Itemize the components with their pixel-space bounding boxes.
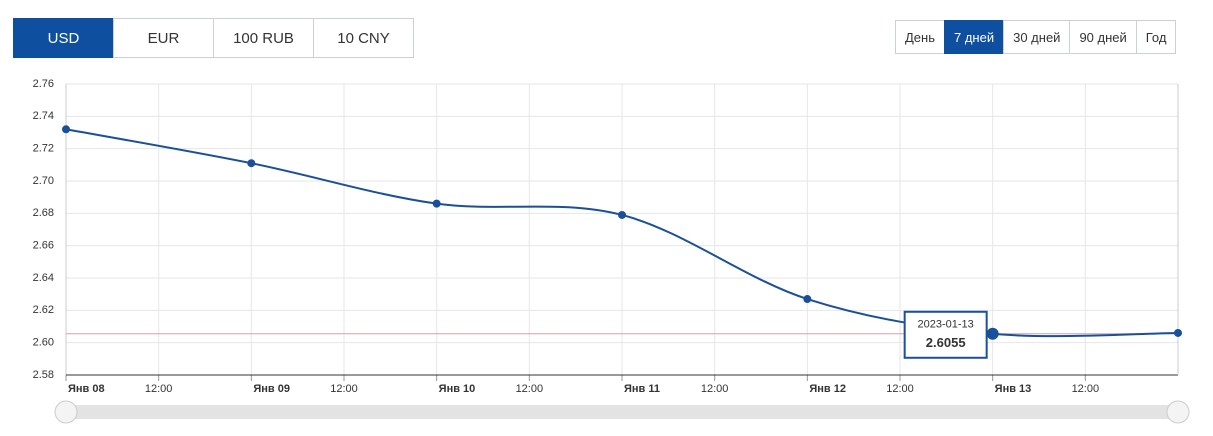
y-tick-label: 2.60	[33, 337, 54, 349]
navigator-handle[interactable]	[54, 400, 78, 424]
period-button[interactable]: 30 дней	[1003, 20, 1071, 54]
y-tick-label: 2.66	[33, 240, 54, 252]
x-tick-label: Янв 08	[68, 383, 105, 395]
tooltip-date: 2023-01-13	[918, 319, 974, 331]
x-tick-label: Янв 12	[809, 383, 846, 395]
y-tick-label: 2.70	[33, 175, 54, 187]
x-tick-label: 12:00	[701, 383, 729, 395]
navigator-track	[66, 405, 1178, 419]
currency-switch: USD EUR 100 RUB 10 CNY	[13, 18, 414, 58]
period-button[interactable]: 7 дней	[944, 20, 1005, 54]
y-tick-label: 2.68	[33, 207, 54, 219]
point	[432, 199, 441, 208]
currency-button[interactable]: 100 RUB	[213, 18, 314, 58]
x-tick-label: Янв 09	[253, 383, 290, 395]
point	[247, 159, 256, 168]
tooltip	[903, 310, 988, 359]
period-button[interactable]: День	[895, 20, 945, 54]
x-tick-label: Янв 10	[439, 383, 476, 395]
y-tick-label: 2.58	[33, 369, 54, 381]
point	[62, 125, 70, 134]
y-tick-label: 2.74	[33, 110, 54, 122]
x-tick-label: 12:00	[145, 383, 173, 395]
currency-button[interactable]: USD	[13, 18, 114, 58]
y-tick-label: 2.62	[33, 304, 54, 316]
x-tick-label: 12:00	[1072, 383, 1100, 395]
navigator-handle[interactable]	[1166, 400, 1190, 424]
y-tick-label: 2.72	[33, 143, 54, 155]
point	[986, 327, 999, 340]
x-tick-label: 12:00	[516, 383, 544, 395]
period-button[interactable]: Год	[1135, 20, 1177, 54]
x-tick-label: 12:00	[330, 383, 358, 395]
x-tick-label: Янв 11	[624, 383, 660, 395]
x-tick-label: Янв 13	[995, 383, 1032, 395]
period-switch: День 7 дней 30 дней 90 дней Год	[895, 20, 1177, 54]
tooltip-value: 2.6055	[926, 335, 966, 350]
y-tick-label: 2.64	[33, 272, 54, 284]
currency-button[interactable]: EUR	[113, 18, 214, 58]
x-tick-label: 12:00	[886, 383, 914, 395]
y-tick-label: 2.76	[33, 78, 54, 90]
point	[1174, 328, 1182, 337]
currency-button[interactable]: 10 CNY	[313, 18, 414, 58]
point	[803, 295, 812, 304]
point	[618, 210, 626, 219]
period-button[interactable]: 90 дней	[1069, 20, 1137, 54]
